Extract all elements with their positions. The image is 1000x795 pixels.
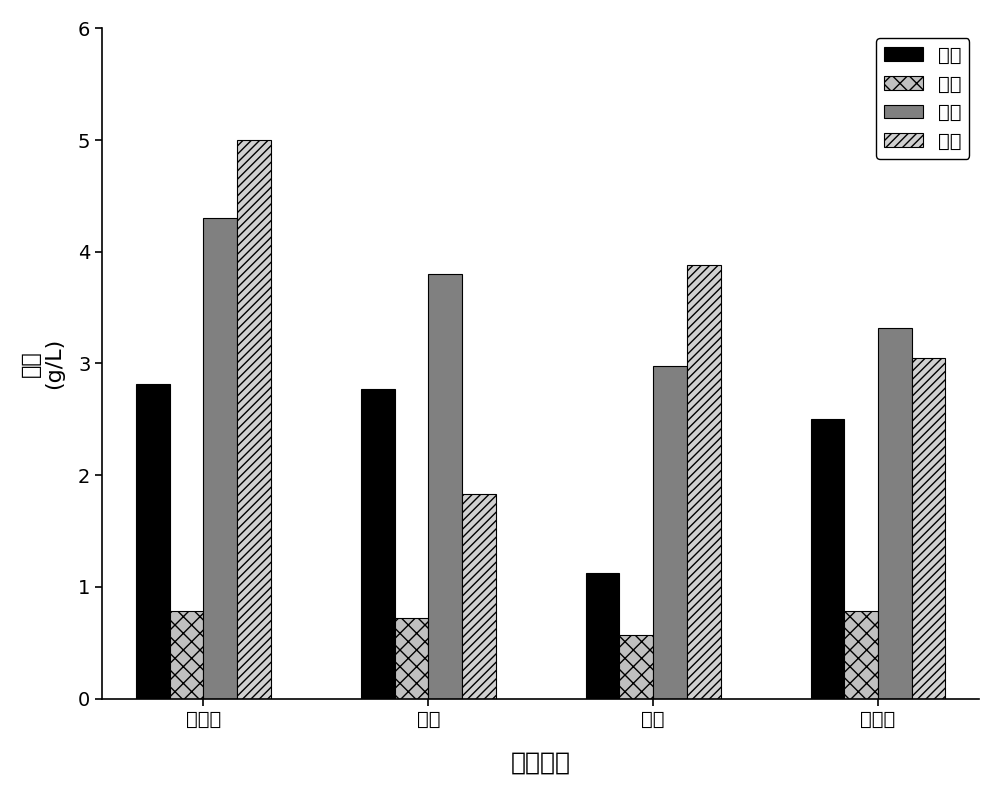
Bar <box>395 618 428 699</box>
Y-axis label: 产量
(g/L): 产量 (g/L) <box>21 338 64 389</box>
Bar <box>170 611 203 699</box>
X-axis label: 不同碳源: 不同碳源 <box>511 750 571 774</box>
Bar <box>619 635 653 699</box>
Bar <box>844 611 878 699</box>
Legend: 乙醒, 丁醒, 乙酸, 丁酸: 乙醒, 丁醒, 乙酸, 丁酸 <box>876 38 969 159</box>
Bar <box>687 266 721 699</box>
Bar <box>361 389 395 699</box>
Bar <box>811 419 844 699</box>
Bar <box>237 140 271 699</box>
Bar <box>428 274 462 699</box>
Bar <box>912 358 945 699</box>
Bar <box>586 573 619 699</box>
Bar <box>878 328 912 699</box>
Bar <box>653 366 687 699</box>
Bar <box>462 494 496 699</box>
Bar <box>203 218 237 699</box>
Bar <box>136 383 170 699</box>
